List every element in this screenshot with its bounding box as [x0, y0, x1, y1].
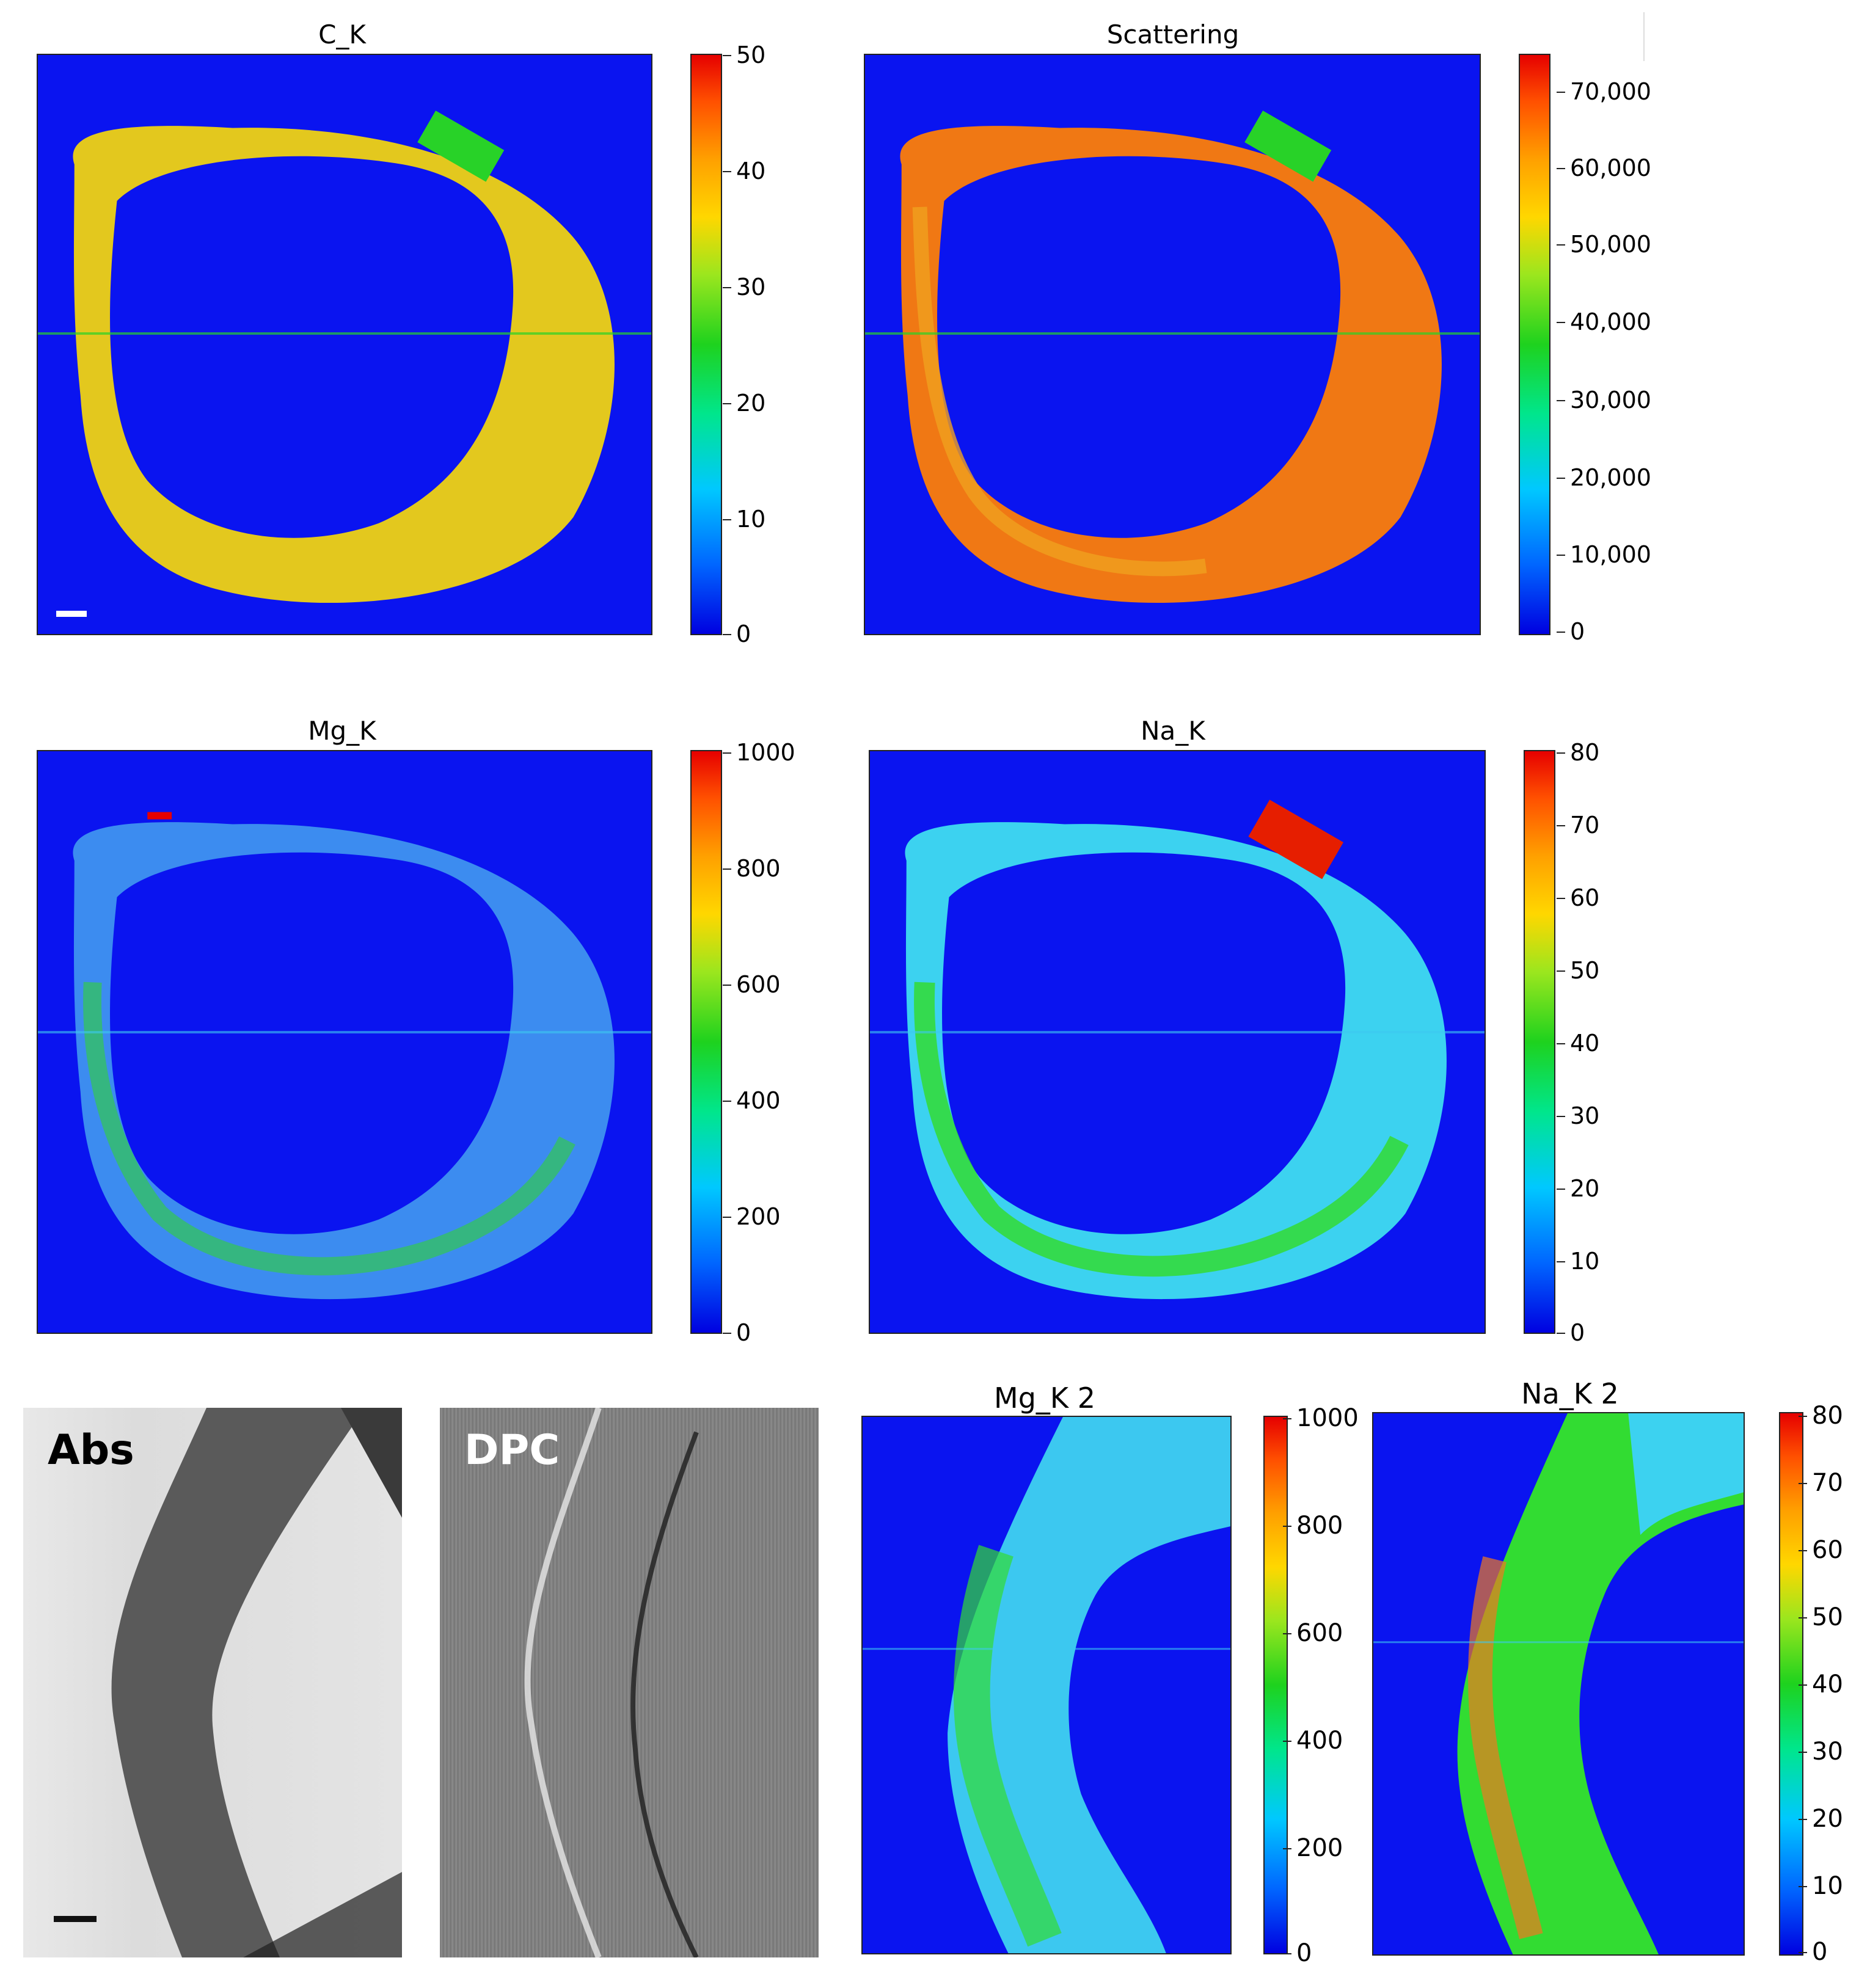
- panel-title-ck: C_K: [318, 20, 366, 49]
- nak2-tick-label: 10: [1799, 1872, 1843, 1900]
- mgk-colorbar: [690, 750, 722, 1334]
- scattering-tick-label: 70,000: [1557, 78, 1651, 105]
- nak-tick-label: 40: [1556, 1030, 1600, 1057]
- mgk-tick-label: 0: [722, 1319, 751, 1346]
- mgk-tick-label: 200: [723, 1203, 781, 1230]
- nak-tick-label: 60: [1556, 884, 1600, 911]
- nak-tick-label: 70: [1556, 812, 1600, 839]
- scattering-tick-label: 40,000: [1557, 308, 1651, 335]
- scale-bar: [56, 611, 87, 617]
- dpc-image: DPC: [440, 1408, 819, 1957]
- mgk2-tick-label: 200: [1282, 1834, 1343, 1862]
- panel-title-mgk2: Mg_K 2: [994, 1382, 1095, 1415]
- dpc-label: DPC: [464, 1426, 560, 1474]
- scattering-tick-label: 10,000: [1557, 541, 1651, 568]
- nak2-tick-label: 50: [1799, 1603, 1843, 1631]
- nak2-colorbar: [1779, 1412, 1803, 1956]
- mgk-tick-label: 1000: [723, 739, 795, 766]
- dpc-edge-image: [524, 1408, 699, 1957]
- divider: [1643, 12, 1645, 61]
- ck-tick-label: 10: [722, 506, 766, 533]
- nak2-tick-label: 80: [1799, 1402, 1843, 1430]
- scattering-tick-label: 60,000: [1557, 155, 1651, 181]
- nak-tick-label: 10: [1556, 1248, 1600, 1275]
- scattering-tick-label: 20,000: [1557, 464, 1651, 491]
- nak-ring-image: [870, 751, 1485, 1333]
- panel-title-mgk: Mg_K: [308, 716, 376, 746]
- nak2-tick-label: 70: [1799, 1469, 1843, 1497]
- nak-tick-label: 30: [1556, 1102, 1600, 1129]
- ck-tick-label: 0: [722, 621, 751, 647]
- panel-title-nak: Na_K: [1141, 716, 1205, 746]
- nak-map: [869, 750, 1486, 1334]
- mgk2-tick-label: 800: [1282, 1512, 1343, 1540]
- ck-map: [37, 54, 652, 635]
- scattering-ring-image: [865, 55, 1480, 634]
- nak-tick-label: 0: [1556, 1319, 1585, 1346]
- mgk2-tick-label: 1000: [1283, 1404, 1359, 1432]
- scattering-tick-label: 0: [1556, 618, 1585, 645]
- mgk-map: [37, 750, 652, 1334]
- ck-tick-label: 30: [722, 274, 766, 300]
- ck-tick-label: 50: [722, 42, 766, 68]
- nak-tick-label: 20: [1556, 1175, 1600, 1202]
- mgk-tick-label: 600: [723, 971, 781, 998]
- panel-title-nak2: Na_K 2: [1521, 1377, 1619, 1410]
- mgk2-map: [861, 1416, 1232, 1954]
- nak-tick-label: 50: [1556, 957, 1600, 984]
- nak-tick-label: 80: [1556, 739, 1600, 766]
- abs-band-image: [111, 1408, 402, 1957]
- panel-title-scattering: Scattering: [1106, 20, 1240, 49]
- scattering-colorbar: [1519, 54, 1550, 635]
- mgk2-tick-label: 600: [1282, 1619, 1343, 1647]
- nak-colorbar: [1524, 750, 1555, 1334]
- scattering-tick-label: 30,000: [1557, 387, 1651, 413]
- mgk2-tick-label: 400: [1282, 1727, 1343, 1755]
- mgk-tick-label: 400: [723, 1087, 781, 1114]
- scattering-map: [864, 54, 1481, 635]
- nak2-tick-label: 0: [1798, 1938, 1828, 1966]
- abs-image: Abs: [23, 1408, 402, 1957]
- nak2-tick-label: 60: [1799, 1536, 1843, 1564]
- mgk2-band-image: [863, 1417, 1230, 1953]
- abs-label: Abs: [48, 1426, 134, 1474]
- mgk2-colorbar: [1263, 1416, 1288, 1954]
- nak2-band-image: [1373, 1413, 1744, 1954]
- nak2-tick-label: 40: [1799, 1670, 1843, 1699]
- ck-colorbar: [690, 54, 722, 635]
- nak2-tick-label: 20: [1799, 1805, 1843, 1833]
- mgk2-tick-label: 0: [1282, 1939, 1312, 1967]
- mgk-ring-image: [38, 751, 651, 1333]
- scale-bar: [54, 1916, 97, 1922]
- scattering-tick-label: 50,000: [1557, 231, 1651, 258]
- ck-tick-label: 20: [722, 390, 766, 417]
- nak2-map: [1372, 1412, 1745, 1956]
- ck-ring-image: [38, 55, 651, 634]
- ck-tick-label: 40: [722, 158, 766, 184]
- mgk-tick-label: 800: [723, 855, 781, 882]
- nak2-tick-label: 30: [1799, 1738, 1843, 1766]
